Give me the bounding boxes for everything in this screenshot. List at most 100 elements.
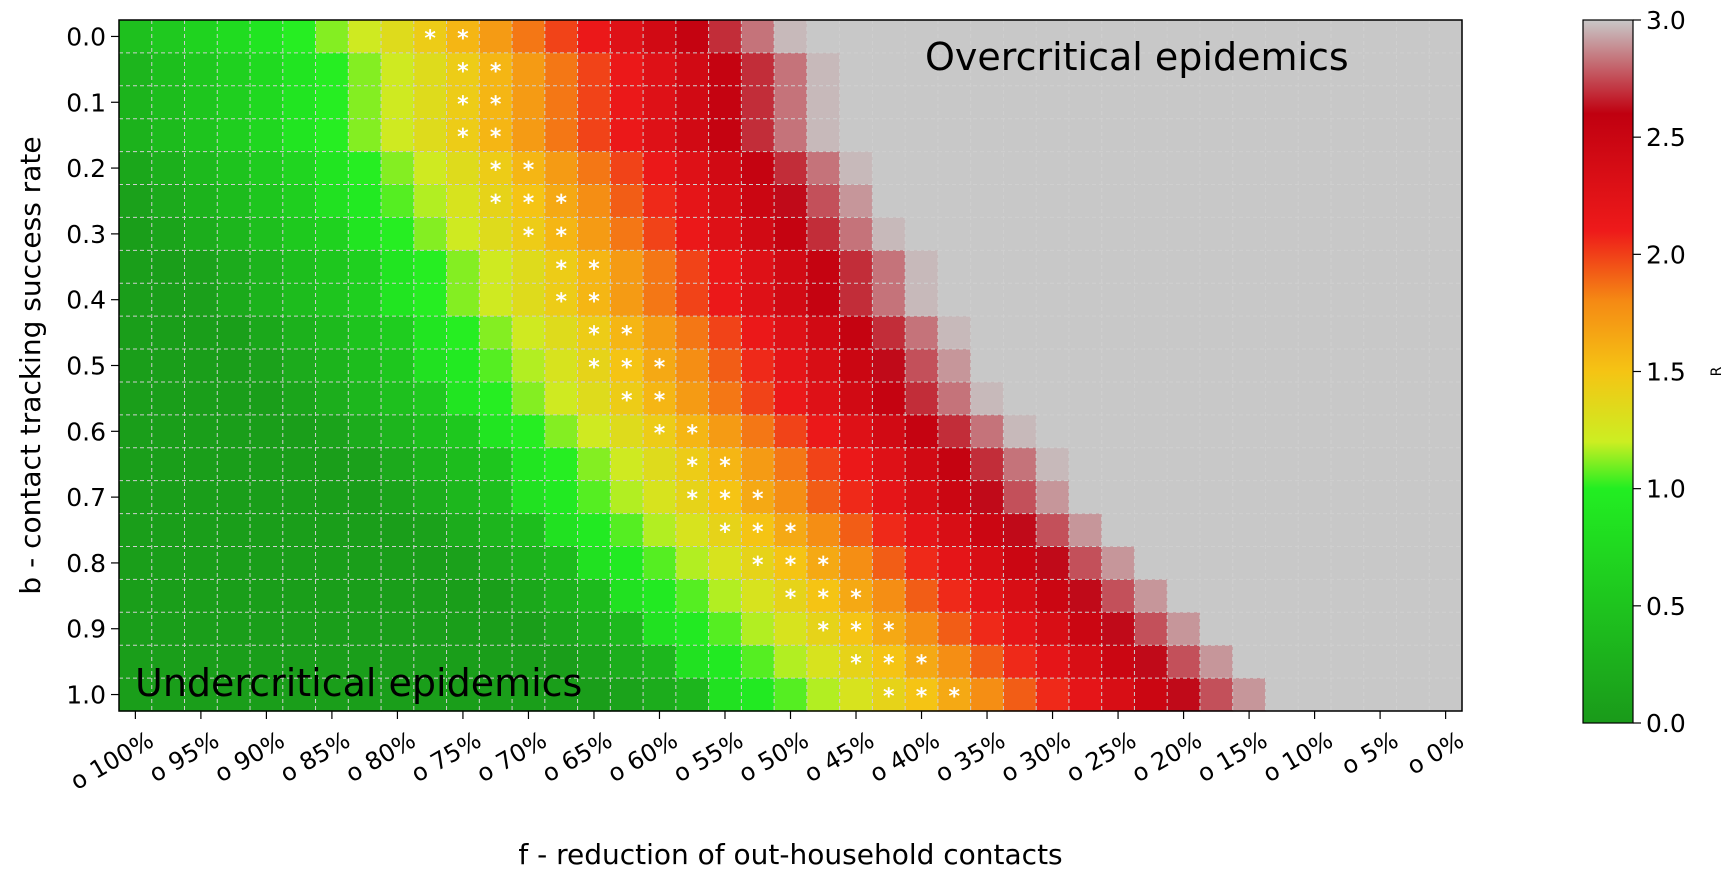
heatmap-cell [446, 20, 480, 54]
heatmap-cell [512, 546, 546, 580]
heatmap-cell [184, 349, 218, 383]
heatmap-cell [184, 480, 218, 515]
heatmap-cell [1330, 316, 1365, 350]
heatmap-cell [119, 612, 153, 646]
heatmap-cell [577, 513, 611, 548]
critical-star: * [785, 520, 797, 545]
critical-star: * [654, 421, 666, 446]
heatmap-cell [479, 52, 513, 87]
heatmap-cell [1363, 20, 1398, 54]
heatmap-cell [577, 414, 611, 449]
heatmap-cell [839, 480, 873, 515]
heatmap-cell [839, 414, 873, 449]
heatmap-cell [512, 513, 546, 548]
heatmap-cell [806, 184, 841, 219]
heatmap-cell [479, 579, 513, 613]
heatmap-cell [381, 85, 415, 120]
heatmap-cell [1265, 217, 1299, 251]
heatmap-cell [119, 447, 153, 482]
heatmap-cell [839, 283, 873, 317]
heatmap-cell [479, 316, 513, 350]
critical-star: * [752, 487, 764, 512]
heatmap-cell [1265, 447, 1299, 482]
heatmap-cell [446, 151, 480, 186]
heatmap-cell [708, 645, 742, 679]
heatmap-cell [1101, 612, 1136, 646]
colorbar-tick-label: 0.0 [1646, 709, 1686, 738]
heatmap-cell [184, 118, 218, 153]
heatmap-cell [839, 349, 873, 383]
heatmap-cell [1134, 612, 1168, 646]
heatmap-cell [544, 316, 579, 350]
heatmap-cell [1199, 349, 1234, 383]
heatmap-cell [413, 414, 448, 449]
heatmap-cell [610, 118, 644, 153]
heatmap-cell [348, 678, 382, 712]
heatmap-cell [1101, 250, 1136, 284]
critical-star: * [719, 487, 731, 512]
heatmap-cell [1232, 579, 1267, 613]
heatmap-cell [708, 349, 742, 383]
heatmap-cell [282, 184, 317, 219]
x-tick-label: o 65% [537, 726, 617, 788]
heatmap-cell [1003, 20, 1037, 54]
heatmap-cell [315, 546, 349, 580]
heatmap-cell [512, 118, 546, 153]
heatmap-cell [872, 414, 906, 449]
critical-markers: * * * * * * * * * * * * * * * * * * * * * * * * * * * * * * * * * * * * * * * *… [424, 26, 960, 709]
heatmap-cell [1298, 85, 1332, 120]
heatmap-cell [1330, 349, 1365, 383]
heatmap-cell [1298, 20, 1332, 54]
heatmap-cell [1068, 217, 1103, 251]
heatmap-cell [1330, 381, 1365, 416]
heatmap-cell [905, 52, 939, 87]
heatmap-cell [282, 20, 317, 54]
heatmap-cell [905, 118, 939, 153]
heatmap-cell [1265, 546, 1299, 580]
heatmap-cell [1396, 678, 1430, 712]
heatmap-cell [348, 283, 382, 317]
heatmap-cell [1036, 546, 1070, 580]
heatmap-cell [348, 52, 382, 87]
heatmap-cell [250, 85, 284, 120]
x-axis-label: f - reduction of out-household contacts [518, 838, 1062, 870]
heatmap-cell [479, 151, 513, 186]
heatmap-cell [1199, 118, 1234, 153]
heatmap-cell [577, 20, 611, 54]
heatmap-cell [1167, 250, 1201, 284]
heatmap-cell [1429, 85, 1463, 120]
heatmap-cell [315, 151, 349, 186]
heatmap-cell [643, 118, 677, 153]
heatmap-cell [1199, 381, 1234, 416]
colorbar-tick-label: 1.0 [1646, 475, 1686, 504]
heatmap-cell [675, 513, 710, 548]
heatmap-cell [970, 184, 1005, 219]
heatmap-cell [446, 513, 480, 548]
heatmap-cell [577, 217, 611, 251]
heatmap-cell [348, 316, 382, 350]
heatmap-cell [1363, 52, 1398, 87]
x-tick-label: o 45% [799, 726, 879, 788]
heatmap-cell [217, 381, 251, 416]
heatmap-cell [937, 645, 972, 679]
heatmap-cell [741, 645, 775, 679]
heatmap-cell [1232, 250, 1267, 284]
heatmap-cell [184, 381, 218, 416]
heatmap-cell [577, 52, 611, 87]
heatmap-cell [184, 546, 218, 580]
heatmap-cell [348, 118, 382, 153]
heatmap-cell [643, 316, 677, 350]
heatmap-cell [282, 52, 317, 87]
heatmap-cell [1199, 447, 1234, 482]
heatmap-cell [250, 480, 284, 515]
heatmap-cell [348, 513, 382, 548]
heatmap-cell [282, 447, 317, 482]
heatmap-cell [1330, 217, 1365, 251]
heatmap-cell [479, 283, 513, 317]
heatmap-cell [643, 85, 677, 120]
heatmap-cell [1068, 349, 1103, 383]
heatmap-cell [315, 283, 349, 317]
heatmap-cell [905, 151, 939, 186]
heatmap-cell [675, 349, 710, 383]
heatmap-cell [151, 381, 186, 416]
